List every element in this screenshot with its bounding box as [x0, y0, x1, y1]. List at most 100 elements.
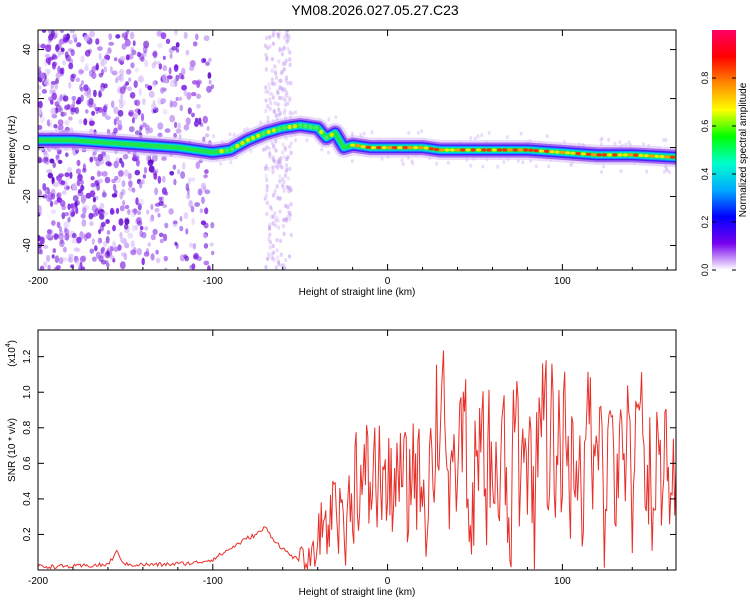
noise-band-speckle: [270, 68, 274, 74]
noise-speckle: [191, 263, 196, 270]
ridge-hot-spot: [633, 153, 639, 157]
noise-speckle: [80, 213, 86, 219]
ridge-halo-speckle: [294, 138, 297, 143]
noise-band-speckle: [286, 46, 290, 52]
noise-band-speckle: [278, 160, 282, 165]
noise-speckle: [75, 236, 82, 244]
noise-band-speckle: [288, 62, 292, 68]
noise-speckle: [79, 255, 86, 263]
noise-speckle: [139, 126, 143, 132]
ridge-hot-spot: [392, 146, 398, 150]
line-y-tick-label: 1.0: [22, 385, 33, 399]
noise-band-speckle: [273, 188, 277, 193]
noise-speckle: [111, 70, 118, 76]
noise-speckle: [187, 177, 191, 185]
noise-speckle: [148, 127, 153, 134]
ridge-halo-speckle: [362, 131, 366, 136]
noise-speckle: [195, 161, 201, 169]
noise-speckle: [114, 57, 118, 62]
ridge-halo-speckle: [212, 134, 215, 139]
noise-speckle: [45, 157, 50, 165]
noise-speckle: [47, 58, 51, 66]
ridge-hot-spot: [465, 148, 471, 152]
noise-speckle: [169, 114, 176, 123]
noise-speckle: [57, 119, 64, 126]
noise-speckle: [177, 169, 181, 175]
noise-speckle: [74, 256, 79, 264]
noise-speckle: [163, 233, 168, 242]
noise-speckle: [51, 254, 55, 259]
ridge-hot-spot: [439, 148, 445, 152]
noise-speckle: [63, 221, 70, 229]
noise-band-speckle: [264, 108, 268, 114]
noise-speckle: [138, 88, 142, 96]
noise-speckle: [159, 238, 164, 244]
noise-band-speckle: [283, 87, 287, 92]
heatmap-x-tick-label: -100: [203, 276, 223, 287]
noise-speckle: [113, 106, 119, 114]
ridge-hot-spot: [559, 150, 566, 154]
noise-speckle: [101, 246, 106, 252]
noise-speckle: [204, 133, 210, 138]
noise-speckle: [158, 232, 164, 238]
noise-band-speckle: [271, 243, 275, 249]
noise-band-speckle: [272, 250, 276, 255]
noise-band-speckle: [285, 75, 289, 80]
line-y-tick-label: 0.4: [22, 492, 33, 506]
ridge-halo-speckle: [662, 169, 666, 174]
noise-speckle: [119, 261, 126, 270]
ridge-hot-spot: [533, 149, 539, 153]
noise-speckle: [171, 46, 178, 51]
noise-speckle: [61, 190, 67, 195]
ridge-hot-spot: [433, 147, 440, 152]
noise-speckle: [115, 75, 122, 81]
ridge-halo-speckle: [667, 170, 671, 174]
noise-speckle: [112, 224, 116, 232]
noise-speckle: [38, 85, 42, 90]
ridge-hot-spot: [659, 155, 665, 159]
noise-speckle: [45, 44, 52, 53]
noise-band-speckle: [287, 254, 292, 259]
noise-band-speckle: [268, 153, 272, 158]
colorbar-tick-label: 0.6: [700, 120, 710, 133]
noise-speckle: [111, 193, 118, 198]
noise-speckle: [97, 178, 104, 184]
noise-speckle: [174, 30, 178, 36]
noise-speckle: [66, 33, 70, 41]
ridge-mid-spot: [308, 124, 313, 130]
noise-speckle: [62, 111, 67, 117]
ridge-hot-spot: [580, 152, 587, 156]
noise-speckle: [126, 30, 130, 33]
noise-speckle: [122, 153, 129, 160]
ridge-halo-speckle: [481, 164, 485, 169]
noise-speckle: [111, 178, 117, 184]
noise-band-speckle: [289, 232, 293, 238]
noise-speckle: [203, 233, 208, 239]
noise-speckle: [138, 198, 145, 206]
noise-speckle: [207, 265, 211, 270]
noise-band-speckle: [286, 101, 290, 106]
noise-speckle: [48, 33, 54, 41]
noise-speckle: [163, 255, 168, 262]
noise-speckle: [49, 158, 55, 164]
noise-speckle: [99, 213, 105, 220]
noise-speckle: [66, 103, 71, 110]
noise-band-speckle: [286, 33, 290, 38]
line-x-tick-label: -200: [28, 576, 48, 587]
noise-speckle: [178, 72, 184, 80]
noise-speckle: [52, 61, 58, 67]
ridge-hot-spot: [371, 146, 377, 150]
noise-band-speckle: [273, 223, 277, 228]
noise-speckle: [43, 261, 48, 268]
noise-speckle: [47, 123, 52, 128]
noise-speckle: [48, 34, 54, 40]
noise-speckle: [115, 207, 120, 214]
noise-speckle: [150, 253, 155, 261]
ridge-halo-speckle: [618, 140, 622, 145]
noise-speckle: [142, 98, 146, 106]
noise-speckle: [185, 49, 190, 56]
noise-speckle: [55, 44, 60, 52]
colorbar: [712, 30, 736, 270]
noise-speckle: [58, 257, 64, 265]
noise-speckle: [50, 209, 56, 215]
